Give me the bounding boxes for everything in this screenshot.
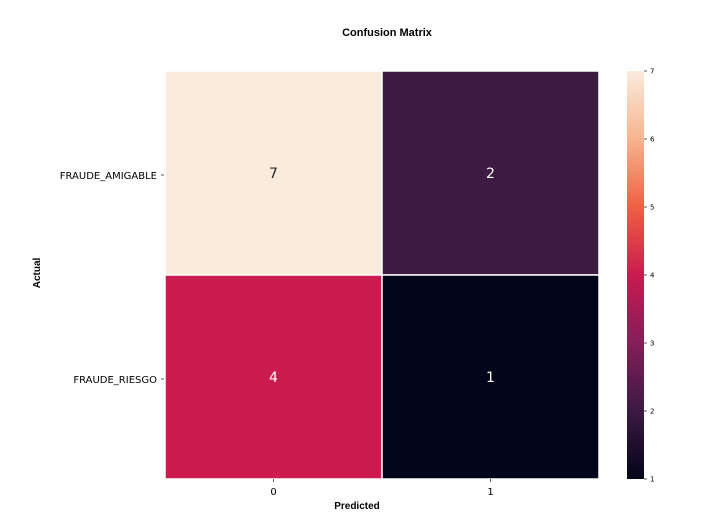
y-axis-label: Actual xyxy=(32,257,43,288)
cell-value-r1-c1: 1 xyxy=(486,370,495,386)
x-axis-label: Predicted xyxy=(334,501,380,512)
colorbar-tick-label: 1 xyxy=(650,476,654,484)
heatmap-cell-r1-c1 xyxy=(381,274,600,480)
cell-value-r1-c0: 4 xyxy=(269,370,278,386)
colorbar-tick-label: 7 xyxy=(650,68,654,76)
y-tick-label: FRAUDE_RIESGO xyxy=(73,375,157,386)
colorbar xyxy=(627,71,644,479)
y-tick-label: FRAUDE_AMIGABLE xyxy=(60,171,157,182)
colorbar-tick-label: 6 xyxy=(650,136,655,144)
colorbar-tick-label: 5 xyxy=(650,204,654,212)
cell-value-r0-c0: 7 xyxy=(269,166,278,182)
colorbar-tick-label: 3 xyxy=(650,340,654,348)
colorbar-tick-label: 4 xyxy=(650,272,655,280)
colorbar-ticks: 1 2 3 4 5 6 7 xyxy=(644,68,655,484)
heatmap-cell-r1-c0 xyxy=(164,274,383,480)
chart-title: Confusion Matrix xyxy=(342,27,433,39)
y-axis-ticks: FRAUDE_AMIGABLE FRAUDE_RIESGO xyxy=(60,171,164,386)
x-tick-label: 1 xyxy=(487,487,493,498)
heatmap-cell-r0-c0 xyxy=(164,70,383,276)
x-tick-label: 0 xyxy=(270,487,276,498)
heatmap-cell-labels: 7 2 4 1 xyxy=(269,166,495,386)
colorbar-tick-label: 2 xyxy=(650,408,654,416)
heatmap-cell-r0-c1 xyxy=(381,70,600,276)
cell-value-r0-c1: 2 xyxy=(486,166,495,182)
heatmap-cells xyxy=(164,70,600,480)
